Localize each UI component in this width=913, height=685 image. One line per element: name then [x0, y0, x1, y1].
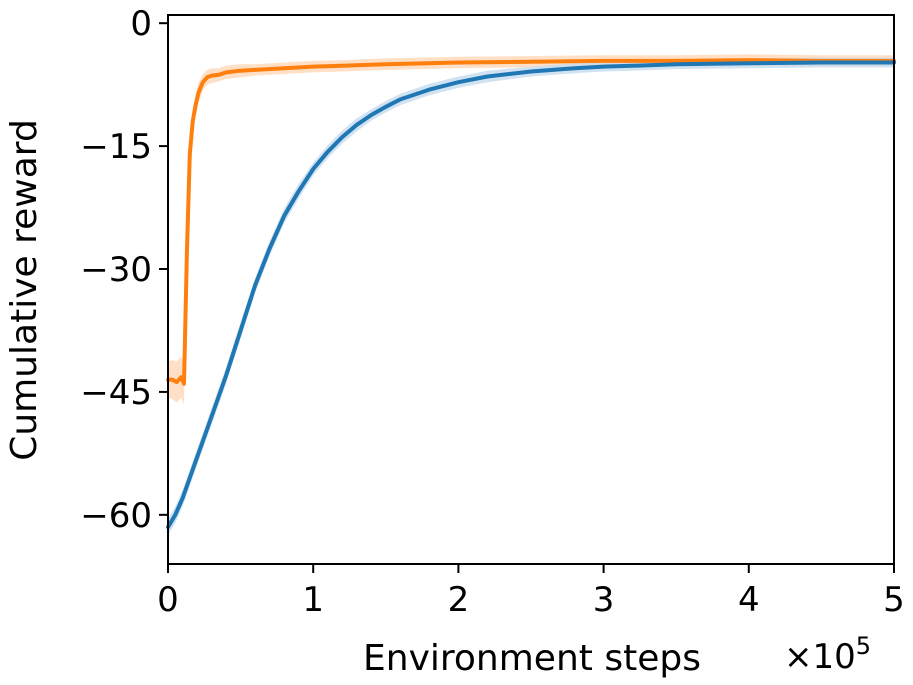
- x-axis-label: Environment steps: [363, 638, 701, 679]
- y-axis-label: Cumulative reward: [4, 119, 45, 461]
- series-2-line: [166, 60, 896, 530]
- y-axis: 0 −15 −30 −45 −60: [80, 4, 168, 536]
- x-tick-label: 1: [302, 580, 324, 620]
- x-axis-scale-exponent: 5: [856, 632, 871, 660]
- x-tick-label: 4: [738, 580, 760, 620]
- y-tick-label: −60: [80, 496, 152, 536]
- x-axis-scale-label: ×105: [784, 632, 871, 677]
- x-axis-scale-base: ×10: [784, 637, 856, 677]
- x-tick-label: 3: [593, 580, 615, 620]
- x-axis: 0 1 2 3 4 5: [157, 564, 905, 620]
- x-tick-label: 2: [448, 580, 470, 620]
- x-tick-label: 5: [883, 580, 905, 620]
- y-tick-label: −30: [80, 250, 152, 290]
- series-1-line: [166, 58, 896, 386]
- y-tick-label: −15: [80, 127, 152, 167]
- series-2-band: [168, 57, 894, 536]
- y-tick-label: 0: [130, 4, 152, 44]
- y-tick-label: −45: [80, 373, 152, 413]
- plot-area: [166, 54, 896, 536]
- axes-frame: [167, 14, 895, 565]
- x-tick-label: 0: [157, 580, 179, 620]
